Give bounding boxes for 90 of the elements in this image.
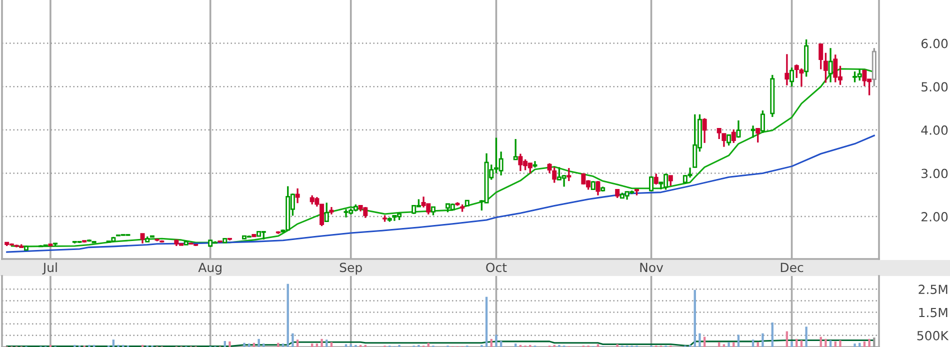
candlestick xyxy=(818,43,824,70)
bar xyxy=(500,340,502,347)
y-tick-label: 2.00 xyxy=(922,212,948,222)
candlestick xyxy=(566,167,572,182)
bar xyxy=(277,342,280,347)
candlestick xyxy=(513,138,518,160)
bar xyxy=(854,344,856,347)
bar xyxy=(800,340,803,347)
bar xyxy=(790,341,793,347)
bar xyxy=(311,344,314,347)
candlestick xyxy=(596,180,600,196)
candlestick xyxy=(295,188,300,204)
candlestick xyxy=(750,124,756,139)
bar xyxy=(350,344,352,347)
y-tick-label: 2.5M xyxy=(918,284,948,294)
y-tick-label: 1.5M xyxy=(919,308,948,318)
bar xyxy=(596,344,600,347)
line-series xyxy=(6,340,875,347)
candlestick xyxy=(784,53,790,86)
candlestick xyxy=(760,110,765,134)
bar xyxy=(495,334,498,347)
bar xyxy=(728,342,730,347)
bar xyxy=(824,338,827,347)
x-tick-label: Aug xyxy=(198,262,222,275)
bar xyxy=(834,341,836,347)
bar xyxy=(485,296,488,347)
bar xyxy=(694,290,696,347)
bar xyxy=(320,338,323,347)
bar xyxy=(796,338,798,347)
bar xyxy=(703,336,706,347)
bar xyxy=(868,338,870,347)
x-tick-label: Dec xyxy=(780,262,804,272)
y-tick-label: 5.00 xyxy=(922,82,948,92)
bar xyxy=(718,342,720,347)
candlestick xyxy=(828,47,833,84)
candlestick xyxy=(731,128,736,144)
x-tick-label: Sep xyxy=(340,262,362,275)
bar xyxy=(296,340,299,347)
candlestick xyxy=(722,132,726,148)
bar xyxy=(752,340,754,347)
candlestick xyxy=(649,175,654,192)
y-tick-label: 3.00 xyxy=(922,168,948,178)
bar xyxy=(737,334,740,347)
bar xyxy=(344,344,348,347)
candlestick xyxy=(324,202,329,222)
bar xyxy=(292,333,294,347)
x-tick-label: Nov xyxy=(640,262,664,272)
bar xyxy=(243,342,246,347)
bar xyxy=(228,341,231,347)
bar xyxy=(316,344,318,347)
candlestick xyxy=(756,128,760,144)
candlestick xyxy=(702,117,707,144)
bar xyxy=(262,344,265,347)
bar xyxy=(863,341,866,347)
candlestick xyxy=(668,175,673,187)
bar xyxy=(490,338,492,347)
bar xyxy=(248,344,250,347)
line-series xyxy=(6,134,875,253)
y-tick-label: 6.00 xyxy=(921,38,948,48)
x-tick-label: Oct xyxy=(486,262,507,272)
y-tick-label: 500K xyxy=(917,330,949,340)
bar xyxy=(722,344,726,347)
bar xyxy=(326,340,328,347)
bar xyxy=(258,338,260,347)
bar xyxy=(224,340,226,347)
bar xyxy=(514,344,517,347)
bar xyxy=(732,342,735,347)
bar xyxy=(282,344,284,347)
bar xyxy=(873,338,876,347)
bar xyxy=(786,331,788,347)
bar xyxy=(805,326,808,347)
candlestick xyxy=(726,134,732,146)
x-tick-label: Jul xyxy=(42,262,57,274)
candlestick xyxy=(823,52,828,84)
bar xyxy=(616,344,618,347)
candlestick xyxy=(654,172,658,186)
bar xyxy=(286,284,289,347)
bar xyxy=(756,342,759,347)
bar xyxy=(330,342,333,347)
candlestick xyxy=(790,66,794,88)
bar xyxy=(112,340,115,347)
bar xyxy=(762,333,764,347)
bar xyxy=(839,340,842,347)
candlestick xyxy=(736,120,741,139)
bar xyxy=(698,333,701,347)
bar xyxy=(820,336,822,347)
y-tick-label: 4.00 xyxy=(921,125,948,135)
bar xyxy=(771,322,774,347)
candlestick xyxy=(140,233,145,244)
bar xyxy=(829,340,832,347)
